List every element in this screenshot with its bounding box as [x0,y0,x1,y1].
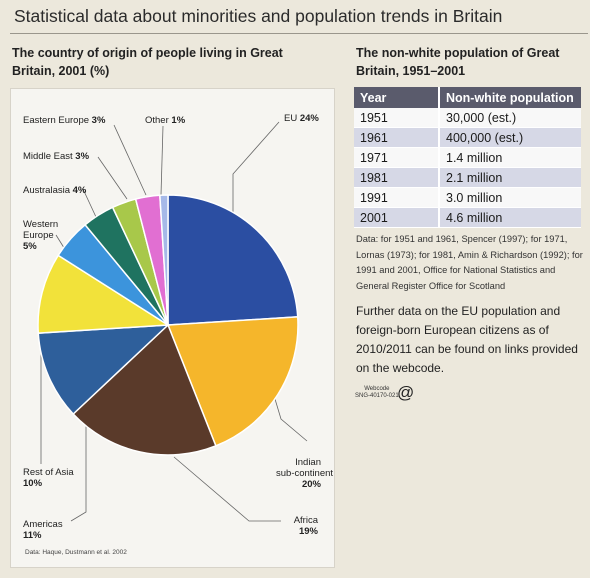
label-western-europe: Western Europe 5% [23,219,59,252]
cell-population: 1.4 million [438,147,581,168]
table-header-row: Year Non-white population [354,87,581,108]
label-other: Other 1% [145,115,186,126]
population-table: Year Non-white population 1951 30,000 (es… [354,87,581,228]
cell-population: 400,000 (est.) [438,127,581,148]
table-row: 1991 3.0 million [354,187,581,208]
webcode-label: Webcode [364,386,390,392]
pie-slice-indian-sub-continent [166,316,299,447]
cell-population: 4.6 million [438,207,581,228]
webcode: Webcode SNG-40170-021 [355,386,399,400]
cell-year: 2001 [354,207,439,228]
label-eu: EU 24% [284,113,319,124]
table-row: 1971 1.4 million [354,147,581,168]
pie-slice-eu [167,194,299,326]
further-data-text: Further data on the EU population and fo… [356,304,578,375]
label-middle-east: Middle East 3% [23,151,90,162]
cell-year: 1951 [354,108,439,128]
cell-year: 1961 [354,127,439,148]
pie-slice-other [159,194,169,326]
chart-source: Data: Haque, Dustmann et al. 2002 [25,549,127,556]
title-divider [10,33,588,34]
leader-line-eastern [113,124,147,196]
label-indian-subcontinent: Indian sub-continent 20% [276,457,334,490]
table-row: 1961 400,000 (est.) [354,127,581,148]
leader-line-other [160,125,164,196]
cell-population: 3.0 million [438,187,581,208]
cell-population: 30,000 (est.) [438,108,581,128]
label-americas: Americas 11% [23,519,63,541]
leader-line-middle-east [97,156,128,200]
table-row: 1951 30,000 (est.) [354,108,581,128]
label-africa: Africa 19% [293,515,318,537]
label-australasia: Australasia 4% [23,185,87,196]
pie-chart [37,121,308,522]
webcode-value: SNG-40170-021 [355,393,399,399]
column-header-population: Non-white population [438,87,581,108]
pie-slice-rest-of-asia [37,254,171,334]
table-source-note: Data: for 1951 and 1961, Spencer (1997);… [356,234,583,291]
pie-chart-subtitle: The country of origin of people living i… [12,46,283,78]
cell-year: 1981 [354,167,439,188]
leader-line-australasia [82,188,97,218]
pie-slice-africa [72,323,217,456]
pie-chart-panel: EU 24% Indian sub-continent 20% Africa 1… [10,88,335,568]
table-row: 1981 2.1 million [354,167,581,188]
label-eastern-europe: Eastern Europe 3% [23,115,106,126]
cell-population: 2.1 million [438,167,581,188]
column-header-year: Year [354,87,439,108]
at-icon[interactable]: @ [397,383,415,402]
pie-slice-americas [37,324,171,416]
cell-year: 1991 [354,187,439,208]
page-title: Statistical data about minorities and po… [14,6,503,26]
table-subtitle: The non-white population of Great Britai… [356,46,560,78]
cell-year: 1971 [354,147,439,168]
label-rest-of-asia: Rest of Asia 10% [23,467,74,489]
leader-line-africa [173,456,281,522]
table-row: 2001 4.6 million [354,207,581,228]
